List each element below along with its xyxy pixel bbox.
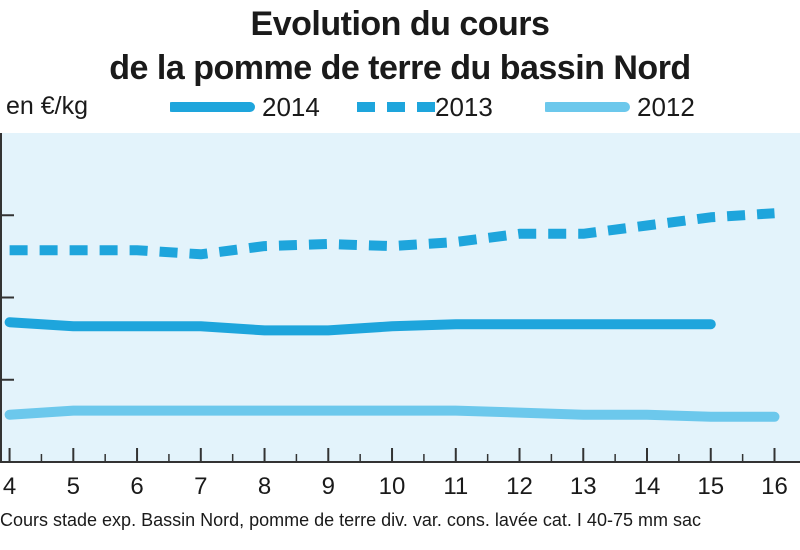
- axes: [0, 133, 800, 463]
- legend-item-2012: 2012: [545, 92, 715, 122]
- x-tick-label: 11: [443, 473, 468, 500]
- x-tick-label: 9: [322, 473, 335, 500]
- x-tick-label: 14: [634, 473, 661, 500]
- legend-label-2013: 2013: [435, 92, 493, 122]
- chart-title-line-1: Evolution du cours: [250, 5, 550, 43]
- x-tick-label: 13: [570, 473, 597, 500]
- footnote: Cours stade exp. Bassin Nord, pomme de t…: [0, 510, 701, 530]
- legend-item-2014: 2014: [170, 92, 340, 122]
- x-tick-label: 5: [67, 473, 80, 500]
- legend-swatch-2012: [545, 102, 630, 112]
- chart-title-line-2: de la pomme de terre du bassin Nord: [109, 49, 691, 87]
- x-tick-label: 4: [3, 473, 16, 500]
- line-chart: 4 5 6 7 8 9 10 11 12 13 14 15 16: [0, 133, 800, 500]
- x-tick-labels: 4 5 6 7 8 9 10 11 12 13 14 15 16: [3, 473, 788, 500]
- x-tick-label: 6: [130, 473, 143, 500]
- series-line-2012: [4, 405, 780, 422]
- legend-label-2014: 2014: [262, 92, 320, 122]
- y-axis-label: en €/kg: [6, 92, 89, 120]
- legend-swatch-2013: [357, 102, 435, 112]
- legend-swatch-2014: [170, 102, 255, 112]
- series-line-2014: [4, 317, 716, 336]
- chart-title: Evolution du cours de la pomme de terre …: [0, 2, 800, 90]
- x-tick-label: 12: [506, 473, 533, 500]
- series-line-2013: [9, 208, 775, 260]
- x-tick-label: 16: [761, 473, 788, 500]
- x-tick-label: 15: [697, 473, 724, 500]
- series-lines: [4, 208, 780, 422]
- x-tick-label: 8: [258, 473, 271, 500]
- legend-label-2012: 2012: [637, 92, 695, 122]
- x-tick-label: 10: [379, 473, 406, 500]
- legend-item-2013: 2013: [355, 92, 525, 122]
- x-tick-label: 7: [194, 473, 207, 500]
